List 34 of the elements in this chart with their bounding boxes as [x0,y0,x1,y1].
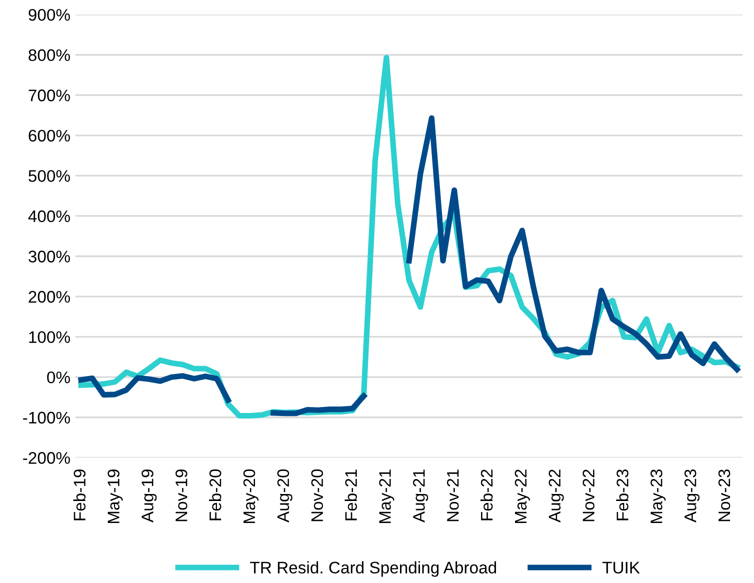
legend-label: TUIK [602,562,640,574]
legend-label: TR Resid. Card Spending Abroad [250,561,496,577]
y-tick-label: 900% [28,8,70,21]
y-tick-label: 800% [28,49,70,62]
x-tick-label: Aug-19 [142,470,157,522]
x-tick-label: May-20 [243,469,258,523]
x-tick-label: Nov-23 [718,469,730,522]
x-tick-label: May-23 [650,469,666,523]
x-tick-label: Nov-22 [582,470,594,522]
x-tick-label: May-19 [108,470,123,523]
x-tick-label: May-22 [514,470,530,523]
x-tick-label: Nov-19 [176,470,188,522]
x-tick-label: Feb-21 [344,470,357,520]
x-tick-label: Aug-23 [684,469,700,522]
x-tick-label: Nov-20 [311,469,324,522]
y-tick-label: -200% [23,452,70,464]
y-tick-label: 400% [28,210,70,222]
y-tick-label: 500% [28,170,70,182]
y-tick-label: 700% [28,90,70,102]
y-tick-label: -100% [23,412,70,424]
y-tick-label: 600% [28,130,70,142]
x-tick-label: Feb-23 [616,469,628,520]
y-tick-label: 300% [28,250,70,262]
y-tick-label: 0% [47,371,70,384]
y-tick-label: 100% [29,331,70,344]
x-tick-label: Aug-22 [548,470,564,522]
x-tick-label: Feb-22 [480,470,493,520]
x-tick-label: Feb-19 [73,470,86,520]
x-tick-label: May-21 [379,470,394,523]
x-tick-label: Feb-20 [209,469,222,520]
x-tick-label: Aug-20 [277,469,292,522]
x-tick-label: Aug-21 [413,470,428,522]
y-tick-label: 200% [28,290,70,303]
x-tick-label: Nov-21 [446,470,459,522]
